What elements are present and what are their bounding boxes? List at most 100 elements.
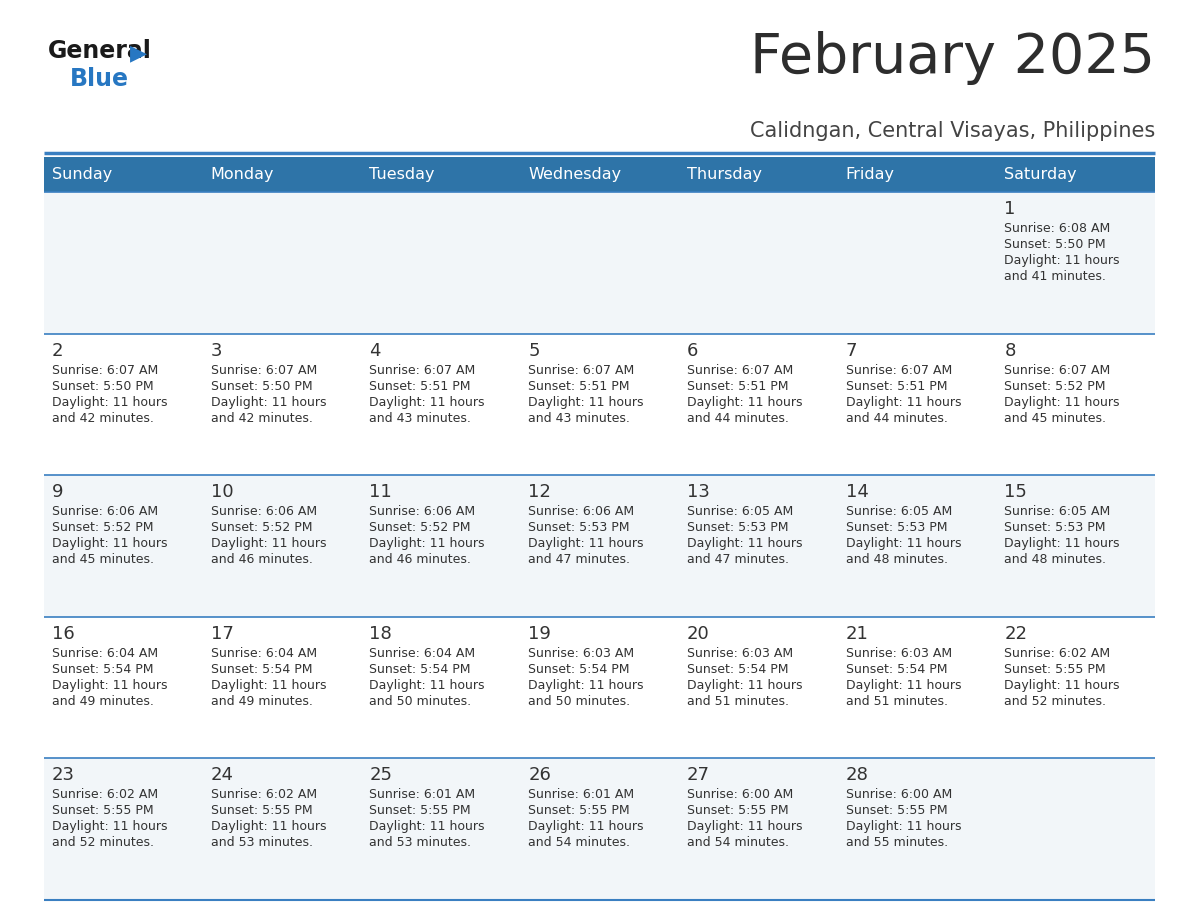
Text: Sunset: 5:54 PM: Sunset: 5:54 PM [687,663,789,676]
Text: Daylight: 11 hours: Daylight: 11 hours [687,396,802,409]
Text: and 50 minutes.: and 50 minutes. [529,695,631,708]
Text: Daylight: 11 hours: Daylight: 11 hours [846,537,961,550]
Text: Daylight: 11 hours: Daylight: 11 hours [687,678,802,692]
Text: Sunrise: 6:06 AM: Sunrise: 6:06 AM [369,505,475,518]
Text: February 2025: February 2025 [750,31,1155,85]
Text: Sunrise: 6:06 AM: Sunrise: 6:06 AM [529,505,634,518]
Text: and 46 minutes.: and 46 minutes. [369,554,472,566]
Text: 11: 11 [369,483,392,501]
Text: 13: 13 [687,483,709,501]
Text: Daylight: 11 hours: Daylight: 11 hours [846,821,961,834]
Text: and 43 minutes.: and 43 minutes. [529,411,630,425]
Text: Daylight: 11 hours: Daylight: 11 hours [846,678,961,692]
Text: 25: 25 [369,767,392,784]
Text: 8: 8 [1004,341,1016,360]
Bar [44,157,203,192]
Text: Sunrise: 6:05 AM: Sunrise: 6:05 AM [1004,505,1111,518]
Text: 17: 17 [210,625,234,643]
Text: Sunrise: 6:06 AM: Sunrise: 6:06 AM [52,505,158,518]
Bar [361,157,520,192]
Text: Sunrise: 6:00 AM: Sunrise: 6:00 AM [846,789,952,801]
Text: 7: 7 [846,341,857,360]
Text: Sunrise: 6:02 AM: Sunrise: 6:02 AM [1004,647,1111,660]
Text: Sunrise: 6:05 AM: Sunrise: 6:05 AM [687,505,794,518]
Text: Friday: Friday [846,167,895,182]
Text: and 54 minutes.: and 54 minutes. [529,836,630,849]
Text: 2: 2 [52,341,63,360]
Text: 3: 3 [210,341,222,360]
Text: Sunset: 5:54 PM: Sunset: 5:54 PM [52,663,153,676]
Text: Sunrise: 6:04 AM: Sunrise: 6:04 AM [210,647,317,660]
Text: Daylight: 11 hours: Daylight: 11 hours [52,821,168,834]
Text: Sunrise: 6:07 AM: Sunrise: 6:07 AM [529,364,634,376]
Text: Daylight: 11 hours: Daylight: 11 hours [529,678,644,692]
Text: Sunset: 5:55 PM: Sunset: 5:55 PM [529,804,630,817]
Text: Daylight: 11 hours: Daylight: 11 hours [529,537,644,550]
Bar [997,157,1155,192]
Bar [520,157,678,192]
Text: Sunday: Sunday [52,167,112,182]
Text: Sunset: 5:53 PM: Sunset: 5:53 PM [529,521,630,534]
Text: Sunrise: 6:07 AM: Sunrise: 6:07 AM [52,364,158,376]
Text: Sunset: 5:53 PM: Sunset: 5:53 PM [1004,521,1106,534]
Text: Sunrise: 6:07 AM: Sunrise: 6:07 AM [687,364,794,376]
Text: Sunrise: 6:03 AM: Sunrise: 6:03 AM [846,647,952,660]
Text: and 52 minutes.: and 52 minutes. [1004,695,1106,708]
Text: 5: 5 [529,341,539,360]
Text: Daylight: 11 hours: Daylight: 11 hours [210,537,327,550]
Text: Sunrise: 6:04 AM: Sunrise: 6:04 AM [52,647,158,660]
Text: Sunrise: 6:01 AM: Sunrise: 6:01 AM [529,789,634,801]
Text: 10: 10 [210,483,233,501]
Text: Sunrise: 6:05 AM: Sunrise: 6:05 AM [846,505,952,518]
Text: Sunset: 5:55 PM: Sunset: 5:55 PM [1004,663,1106,676]
Bar [203,157,361,192]
Bar [678,157,838,192]
Text: Sunrise: 6:07 AM: Sunrise: 6:07 AM [210,364,317,376]
Text: 28: 28 [846,767,868,784]
Text: Sunset: 5:54 PM: Sunset: 5:54 PM [846,663,947,676]
Text: Saturday: Saturday [1004,167,1076,182]
Text: 22: 22 [1004,625,1028,643]
Text: 24: 24 [210,767,234,784]
Text: 15: 15 [1004,483,1028,501]
Text: Daylight: 11 hours: Daylight: 11 hours [1004,396,1120,409]
Text: and 44 minutes.: and 44 minutes. [846,411,948,425]
Text: and 47 minutes.: and 47 minutes. [529,554,630,566]
Text: Daylight: 11 hours: Daylight: 11 hours [369,396,485,409]
Text: Daylight: 11 hours: Daylight: 11 hours [210,678,327,692]
Text: Daylight: 11 hours: Daylight: 11 hours [210,821,327,834]
Text: and 53 minutes.: and 53 minutes. [369,836,472,849]
Text: and 53 minutes.: and 53 minutes. [210,836,312,849]
Text: Daylight: 11 hours: Daylight: 11 hours [210,396,327,409]
Text: 23: 23 [52,767,75,784]
Text: and 51 minutes.: and 51 minutes. [846,695,948,708]
Text: Sunrise: 6:03 AM: Sunrise: 6:03 AM [687,647,792,660]
Text: Sunset: 5:51 PM: Sunset: 5:51 PM [369,380,470,393]
Text: 26: 26 [529,767,551,784]
Text: and 42 minutes.: and 42 minutes. [52,411,154,425]
Text: 14: 14 [846,483,868,501]
Text: Sunset: 5:52 PM: Sunset: 5:52 PM [369,521,470,534]
Text: ▶: ▶ [129,43,147,63]
Text: and 48 minutes.: and 48 minutes. [1004,554,1106,566]
Text: Sunrise: 6:07 AM: Sunrise: 6:07 AM [369,364,475,376]
Text: 27: 27 [687,767,710,784]
Bar [44,617,1155,758]
Text: Daylight: 11 hours: Daylight: 11 hours [369,537,485,550]
Text: Sunset: 5:54 PM: Sunset: 5:54 PM [529,663,630,676]
Text: Sunrise: 6:07 AM: Sunrise: 6:07 AM [1004,364,1111,376]
Text: 16: 16 [52,625,75,643]
Text: Sunset: 5:54 PM: Sunset: 5:54 PM [369,663,470,676]
Text: and 43 minutes.: and 43 minutes. [369,411,472,425]
Text: and 41 minutes.: and 41 minutes. [1004,270,1106,283]
Text: Daylight: 11 hours: Daylight: 11 hours [687,821,802,834]
Text: Sunset: 5:54 PM: Sunset: 5:54 PM [210,663,312,676]
Text: Sunrise: 6:08 AM: Sunrise: 6:08 AM [1004,222,1111,235]
Text: and 55 minutes.: and 55 minutes. [846,836,948,849]
Text: Sunrise: 6:01 AM: Sunrise: 6:01 AM [369,789,475,801]
Text: Sunset: 5:55 PM: Sunset: 5:55 PM [52,804,153,817]
Text: and 52 minutes.: and 52 minutes. [52,836,154,849]
Text: Monday: Monday [210,167,274,182]
Text: 6: 6 [687,341,699,360]
Text: Sunset: 5:51 PM: Sunset: 5:51 PM [529,380,630,393]
